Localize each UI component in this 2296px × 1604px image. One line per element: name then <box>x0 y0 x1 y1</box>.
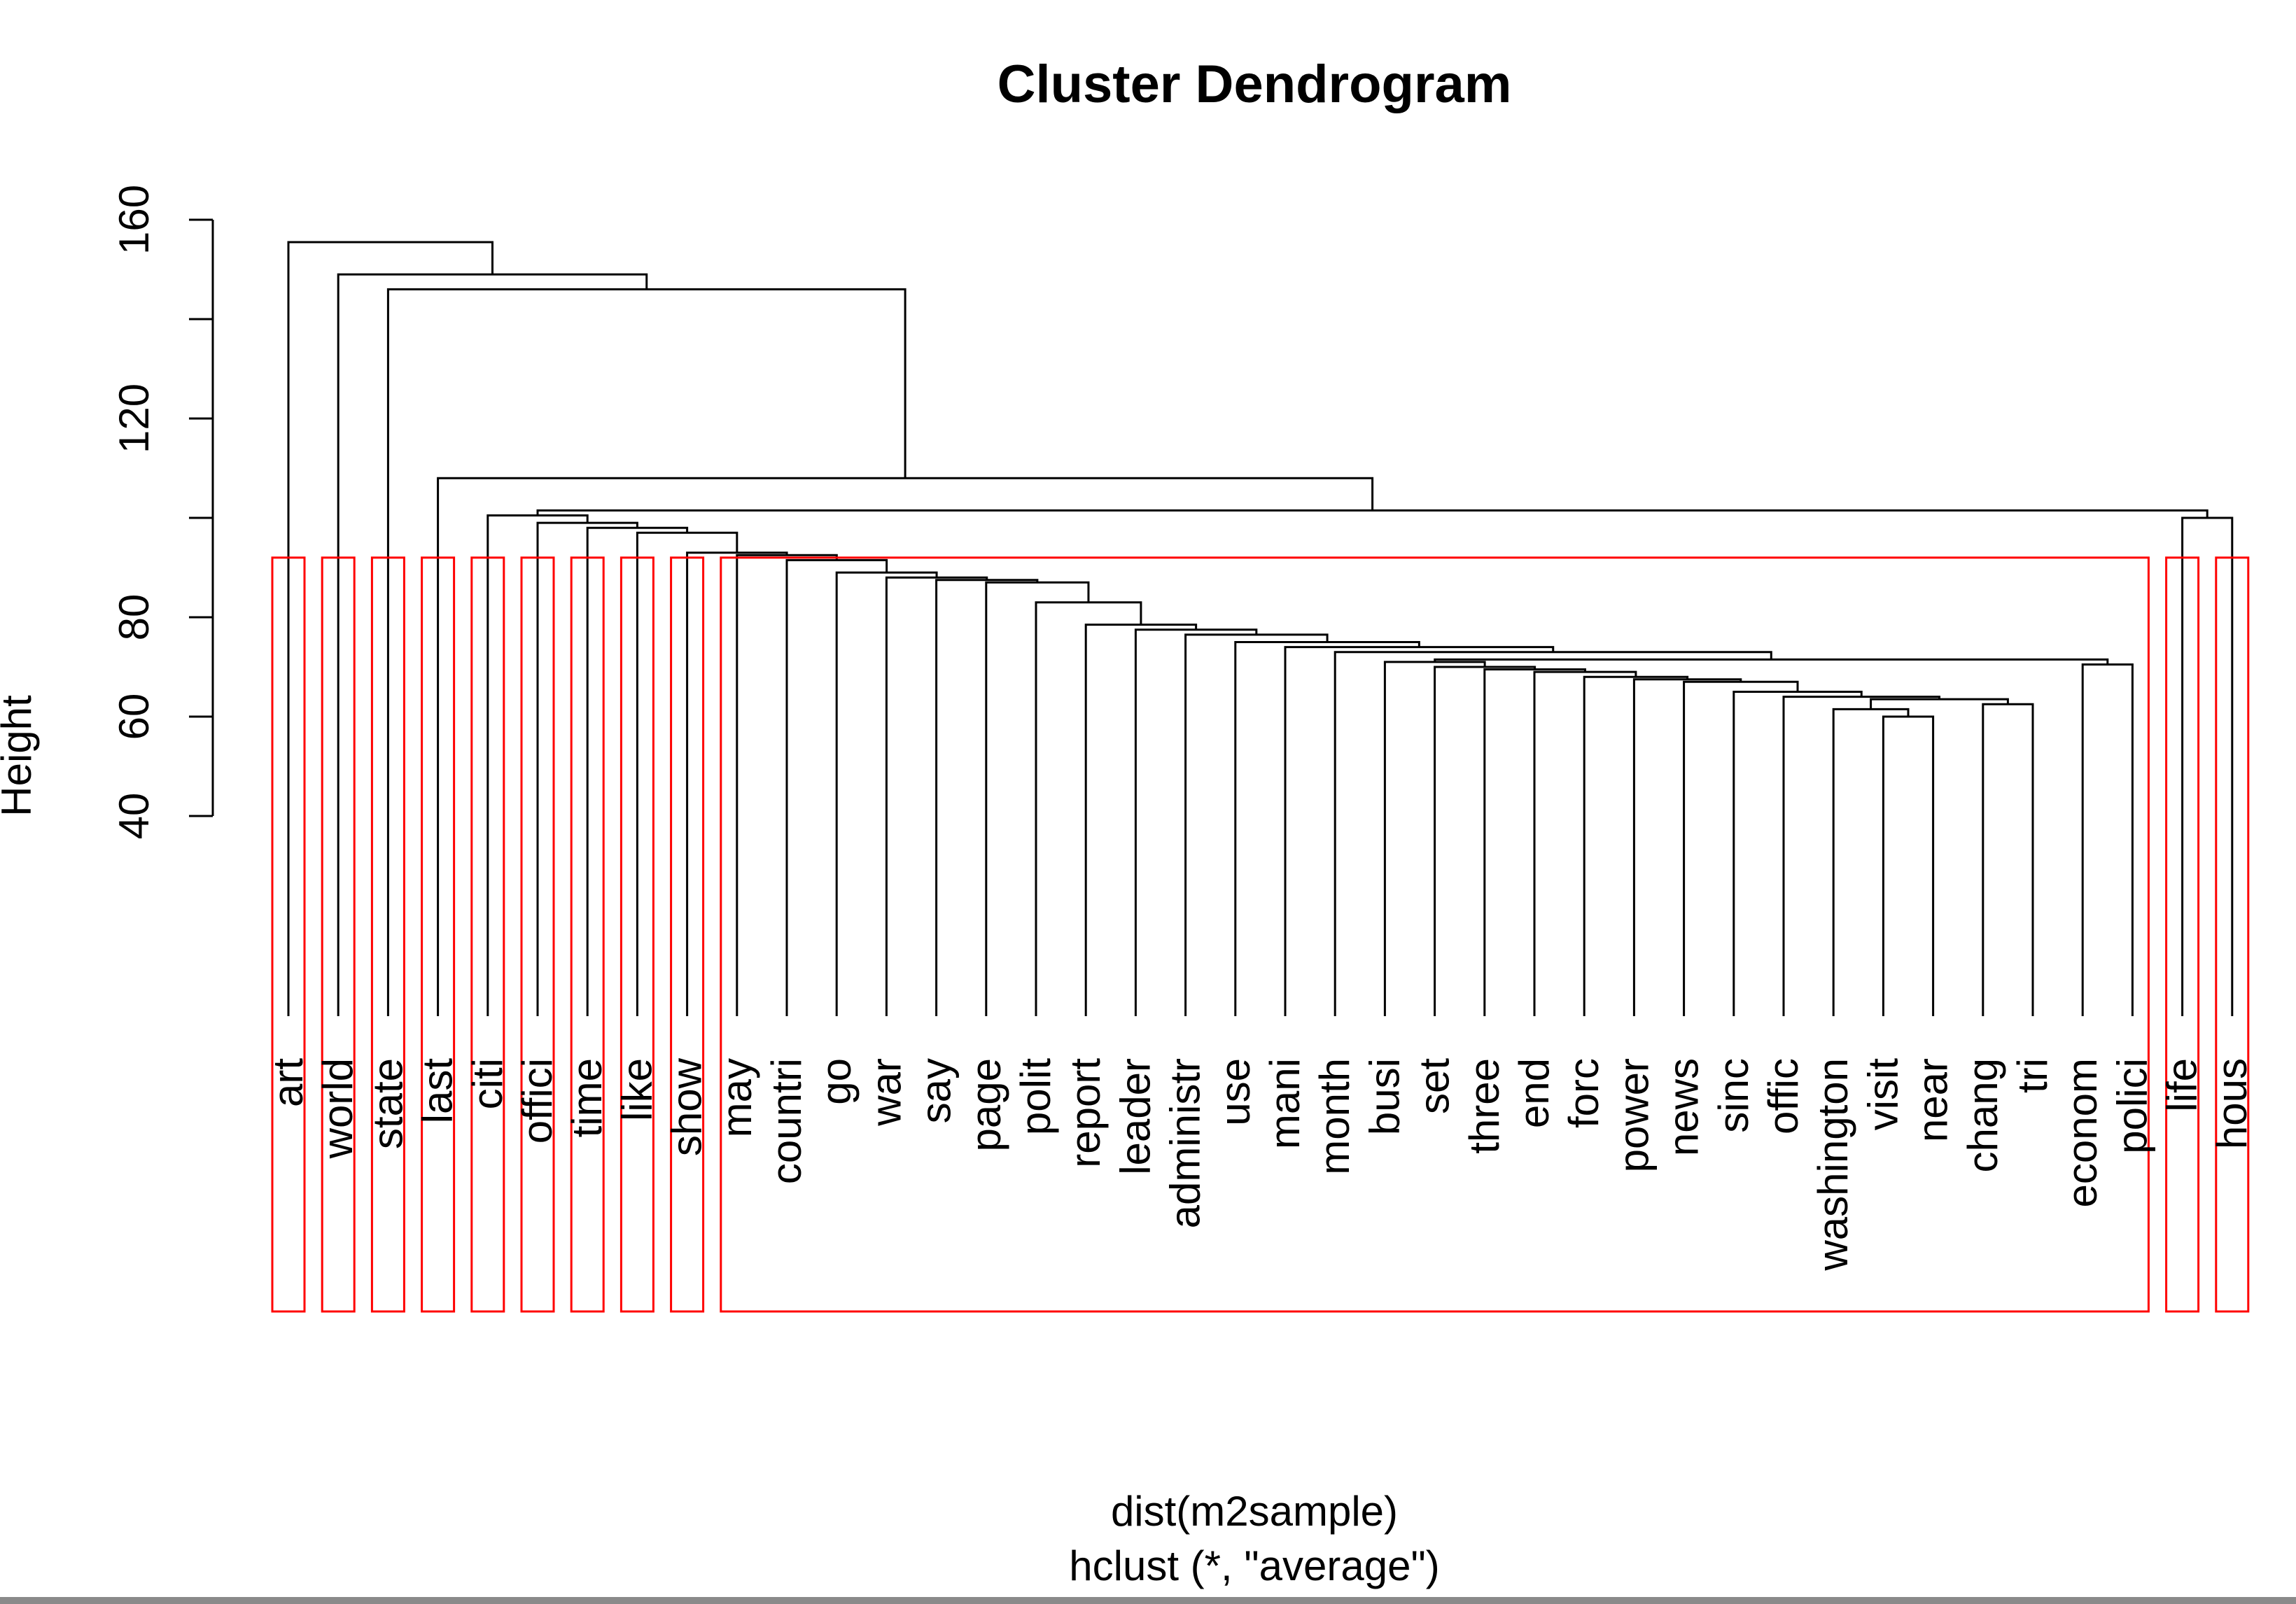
leaf-label: tri <box>2009 1058 2056 1093</box>
leaf-label: mani <box>1261 1058 1308 1149</box>
leaf-label: like <box>613 1058 660 1121</box>
cluster-cut-box <box>620 556 654 1313</box>
leaf-label: offici <box>514 1058 561 1144</box>
dendrogram-branch <box>1683 680 1799 1016</box>
leaf-label: forc <box>1560 1058 1607 1128</box>
leaf-label: busi <box>1361 1058 1408 1135</box>
cluster-cut-box <box>470 556 505 1313</box>
leaf-label: report <box>1062 1058 1109 1168</box>
leaf-label: life <box>2159 1058 2206 1112</box>
cluster-cut-box <box>370 556 405 1313</box>
dendrogram-branch <box>287 241 493 1016</box>
dendrogram-branch <box>1334 651 1772 1016</box>
chart-title: Cluster Dendrogram <box>997 55 1512 114</box>
leaf-label: chang <box>1959 1058 2006 1172</box>
leaf-label: go <box>813 1058 860 1105</box>
dendrogram-tree <box>287 241 2234 1016</box>
dendrogram-branch <box>1184 633 1329 1016</box>
leaf-labels: art world state last citi offici time like show m… <box>265 1057 2255 1271</box>
leaf-label: administr <box>1162 1058 1209 1228</box>
window-bottom-edge <box>0 1597 2296 1604</box>
dendrogram-branch <box>1234 641 1420 1016</box>
dendrogram-branch <box>1982 703 2034 1016</box>
leaf-label: state <box>364 1058 411 1149</box>
leaf-label: may <box>713 1058 760 1137</box>
leaf-label: countri <box>763 1058 810 1184</box>
cluster-cut-box <box>271 556 306 1313</box>
y-tick-label: 120 <box>111 384 158 453</box>
leaf-label: end <box>1511 1058 1558 1128</box>
dendrogram-branch <box>985 581 1090 1016</box>
leaf-label: offic <box>1760 1058 1807 1134</box>
dendrogram-branch <box>386 288 906 1016</box>
dendrogram-branch <box>1035 601 1142 1016</box>
y-tick-label: 160 <box>111 185 158 255</box>
dendrogram-branch <box>1782 696 1940 1016</box>
leaf-label: last <box>414 1058 461 1124</box>
y-tick-label: 60 <box>111 694 158 740</box>
leaf-label: leader <box>1112 1058 1158 1175</box>
leaf-label: page <box>962 1058 1009 1151</box>
leaf-label: art <box>265 1058 312 1107</box>
cluster-cut-boxes <box>271 556 2250 1313</box>
leaf-label: show <box>664 1057 710 1156</box>
dendrogram-branch <box>2081 663 2134 1016</box>
cluster-cut-box <box>520 556 555 1313</box>
leaf-label: say <box>913 1058 960 1123</box>
cluster-cut-box <box>720 556 2150 1313</box>
dendrogram-branch <box>1882 715 1935 1016</box>
leaf-label: near <box>1910 1058 1956 1142</box>
dendrogram-branch <box>1732 691 1863 1016</box>
leaf-label: citi <box>464 1058 511 1109</box>
leaf-label: month <box>1311 1058 1358 1175</box>
leaf-label: time <box>564 1058 610 1137</box>
dendrogram-branch <box>1583 675 1689 1016</box>
cluster-cut-box <box>2165 556 2200 1313</box>
y-axis: 40 60 80 120 160 <box>111 185 214 840</box>
leaf-label: use <box>1212 1058 1259 1126</box>
cluster-cut-box <box>670 556 705 1313</box>
leaf-label: econom <box>2059 1058 2106 1207</box>
cluster-cut-box <box>570 556 605 1313</box>
dendrogram-branch <box>2181 516 2234 1016</box>
y-tick-label: 80 <box>111 594 158 641</box>
dendrogram-branch <box>536 509 2208 518</box>
leaf-label: set <box>1411 1058 1458 1114</box>
dendrogram-branch <box>1832 708 1910 1016</box>
cluster-cut-box <box>2215 556 2250 1313</box>
cluster-cut-box <box>321 556 356 1313</box>
dendrogram-branch <box>1084 624 1198 1016</box>
dendrogram-branch <box>437 477 1374 1016</box>
leaf-label: power <box>1610 1058 1657 1172</box>
leaf-label: visit <box>1859 1058 1906 1131</box>
leaf-label: washington <box>1809 1058 1856 1272</box>
dendrogram-branch <box>337 273 648 1016</box>
leaf-label: polici <box>2108 1058 2155 1154</box>
leaf-label: world <box>314 1058 361 1159</box>
dendrogram-branch <box>1434 658 2109 665</box>
cluster-cut-box <box>421 556 456 1313</box>
leaf-label: polit <box>1012 1058 1059 1135</box>
dendrogram-branch <box>1632 678 1742 1016</box>
leaf-label: news <box>1660 1058 1707 1156</box>
leaf-label: hous <box>2208 1058 2255 1149</box>
leaf-label: three <box>1461 1058 1508 1154</box>
dendrogram-branch <box>1134 628 1258 1016</box>
y-tick-label: 40 <box>111 793 158 840</box>
dendrogram-branch <box>1284 646 1555 1016</box>
y-axis-label: Height <box>0 695 40 817</box>
leaf-label: war <box>862 1058 909 1127</box>
leaf-label: sinc <box>1710 1058 1757 1133</box>
method-label: hclust (*, "average") <box>1069 1542 1439 1589</box>
x-axis-label: dist(m2sample) <box>1111 1488 1398 1535</box>
